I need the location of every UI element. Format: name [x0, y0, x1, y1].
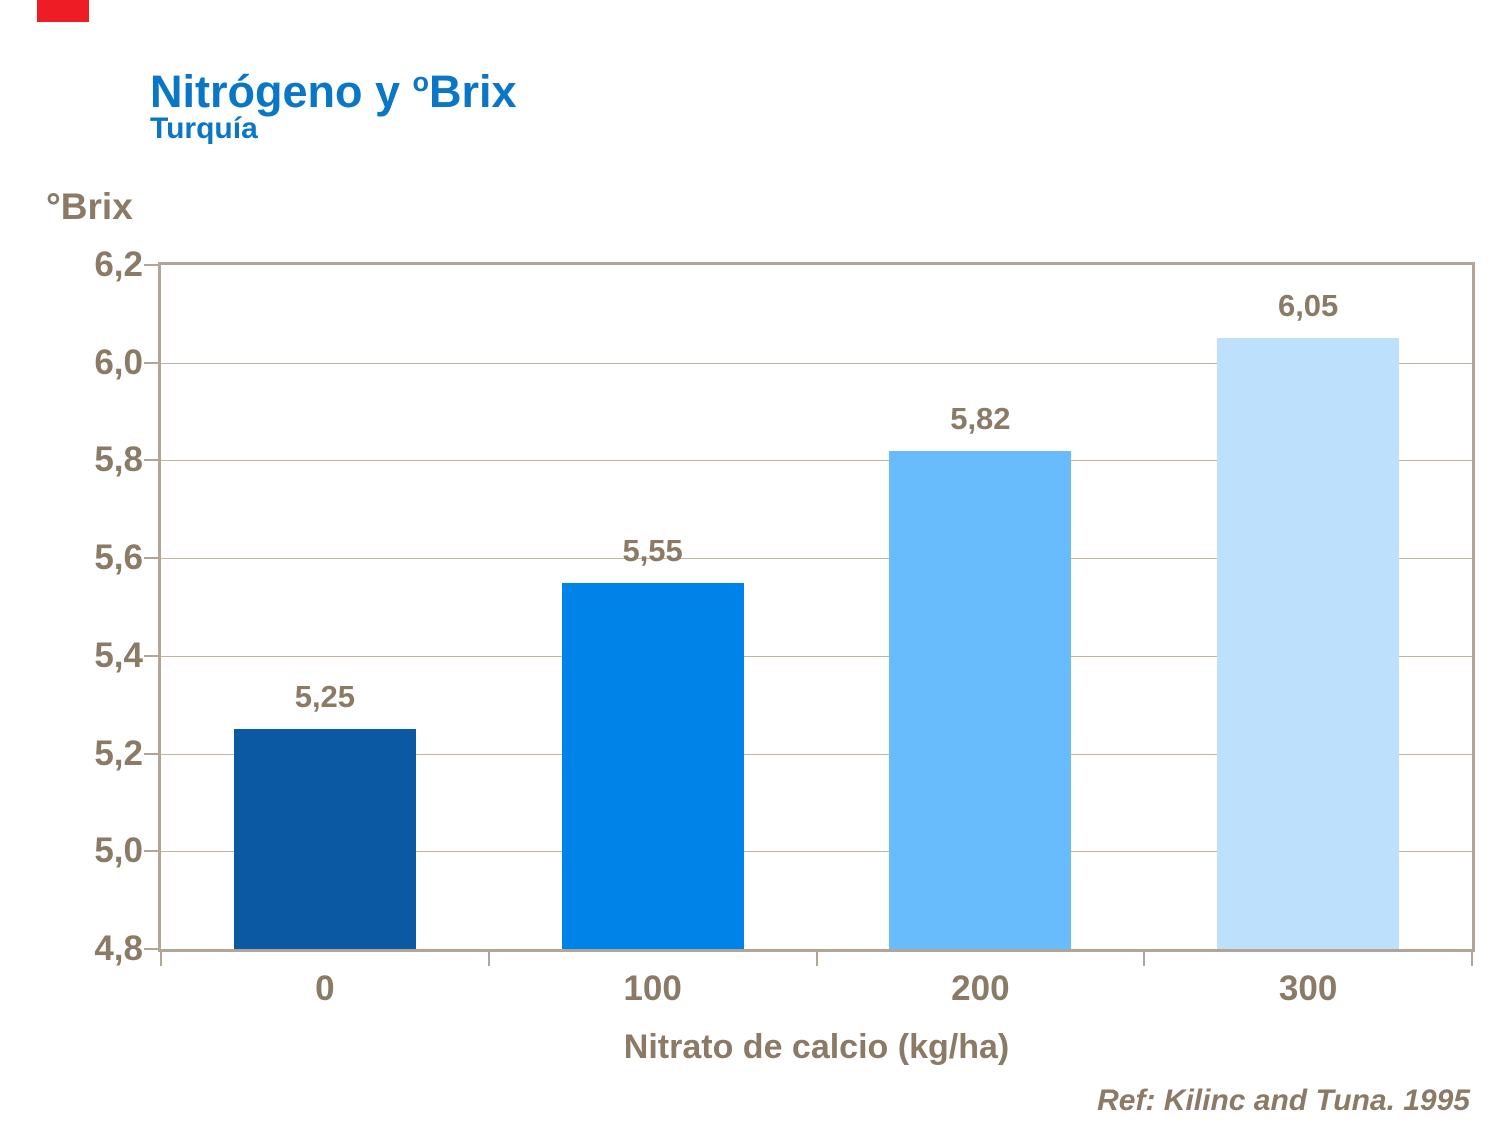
y-axis-tick [144, 264, 158, 266]
y-axis-tick [144, 459, 158, 462]
y-tick-label: 6,2 [94, 245, 143, 284]
chart-subtitle: Turquía [150, 112, 258, 145]
x-axis-tick [815, 952, 818, 966]
y-axis-tick [144, 654, 158, 657]
y-axis-tick [144, 948, 158, 950]
bar-value-label: 5,82 [950, 400, 1011, 436]
y-tick-label: 6,0 [94, 342, 143, 382]
y-tick-label: 5,6 [94, 538, 143, 578]
y-gridline [161, 558, 1472, 560]
y-tick-label: 4,8 [94, 929, 143, 968]
y-gridline [161, 753, 1472, 755]
chart-title: Nitrógeno y oBrix [150, 56, 517, 118]
reference-citation: Ref: Kilinc and Tuna. 1995 [1097, 1084, 1470, 1117]
bar-value-label: 5,25 [294, 679, 356, 715]
red-flag-decoration [37, 0, 89, 22]
y-axis-tick [144, 557, 158, 560]
y-tick-label: 5,0 [94, 831, 143, 871]
x-tick-label: 0 [315, 969, 335, 1008]
x-axis-tick [1143, 952, 1146, 966]
y-gridline [161, 851, 1472, 853]
y-tick-label: 5,2 [94, 733, 143, 773]
x-axis-title: Nitrato de calcio (kg/ha) [623, 1028, 1010, 1066]
x-tick-label: 200 [951, 969, 1010, 1008]
chart-title-tail: Brix [429, 66, 517, 117]
y-tick-label: 5,8 [94, 440, 143, 480]
y-axis-tick [144, 752, 158, 755]
bar [233, 729, 416, 949]
y-axis-label: °Brix [46, 186, 133, 227]
x-tick-label: 100 [623, 969, 682, 1008]
y-gridline [161, 655, 1472, 657]
y-gridline [161, 460, 1472, 462]
x-axis-tick [487, 952, 490, 966]
y-axis-tick [144, 361, 158, 364]
y-tick-label: 5,4 [94, 635, 143, 675]
bar [561, 582, 744, 949]
bar-value-label: 6,05 [1277, 288, 1339, 324]
plot-area: 6,2 6,0 5,8 5,6 5,4 5,2 5,0 4,8 5,25 0 5,55 100 5,82… [94, 245, 1475, 1008]
y-axis-tick [144, 850, 158, 853]
chart-title-superscript: o [412, 67, 430, 97]
x-tick-label: 300 [1278, 969, 1338, 1008]
bar [1217, 338, 1400, 949]
x-axis-tick [160, 952, 162, 966]
bar-value-label: 5,55 [622, 532, 683, 568]
chart-title-main: Nitrógeno y [150, 66, 413, 117]
bar [889, 450, 1072, 949]
y-gridline [161, 362, 1472, 364]
x-axis-tick [1471, 952, 1473, 966]
